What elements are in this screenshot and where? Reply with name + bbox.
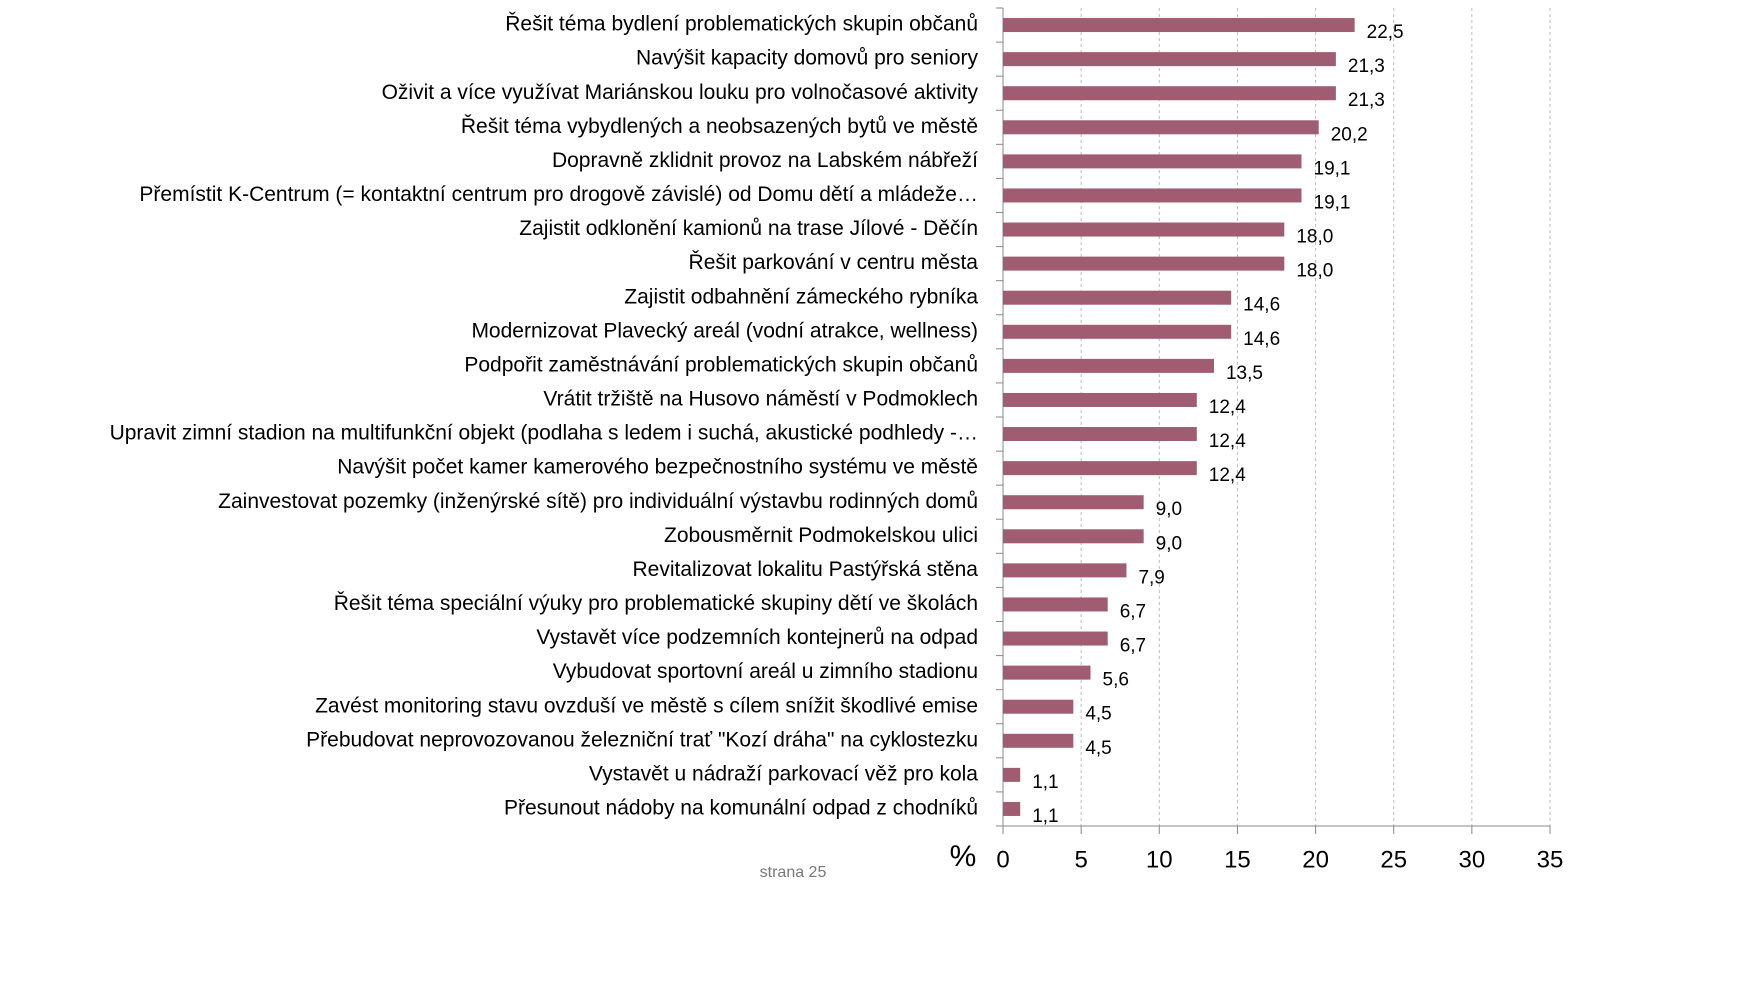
bar <box>1003 495 1144 510</box>
bar <box>1003 324 1232 339</box>
category-label: Zainvestovat pozemky (inženýrské sítě) p… <box>218 490 978 513</box>
x-tick-label: 5 <box>1074 846 1087 873</box>
category-label: Zavést monitoring stavu ovzduší ve městě… <box>315 694 978 717</box>
bar <box>1003 665 1091 680</box>
bar <box>1003 767 1021 782</box>
data-label: 22,5 <box>1367 22 1404 43</box>
category-label: Řešit téma vybydlených a neobsazených by… <box>461 115 978 138</box>
data-label: 4,5 <box>1085 704 1111 725</box>
bar <box>1003 18 1355 33</box>
bar <box>1003 563 1127 578</box>
bar <box>1003 461 1197 476</box>
bar <box>1003 52 1336 67</box>
data-label: 18,0 <box>1296 261 1333 282</box>
category-label: Modernizovat Plavecký areál (vodní atrak… <box>471 319 978 342</box>
data-label: 19,1 <box>1314 192 1351 213</box>
data-label: 14,6 <box>1243 329 1280 350</box>
data-label: 1,1 <box>1032 772 1058 793</box>
data-label: 20,2 <box>1331 124 1368 145</box>
category-label: Vystavět u nádraží parkovací věž pro kol… <box>589 762 978 785</box>
bar <box>1003 392 1197 407</box>
x-tick-label: 0 <box>996 846 1009 873</box>
data-label: 21,3 <box>1348 90 1385 111</box>
category-label: Revitalizovat lokalitu Pastýřská stěna <box>633 558 979 581</box>
category-label: Oživit a více využívat Mariánskou louku … <box>382 81 979 104</box>
category-label: Navýšit kapacity domovů pro seniory <box>636 47 978 70</box>
bar <box>1003 154 1302 169</box>
category-label: Vystavět více podzemních kontejnerů na o… <box>536 626 978 649</box>
bar <box>1003 188 1302 203</box>
bar <box>1003 529 1144 544</box>
x-tick-label: 10 <box>1146 846 1173 873</box>
category-label: Upravit zimní stadion na multifunkční ob… <box>110 422 978 445</box>
data-label: 5,6 <box>1103 670 1129 691</box>
data-label: 6,7 <box>1120 636 1146 657</box>
bar <box>1003 733 1074 748</box>
data-label: 19,1 <box>1314 158 1351 179</box>
category-label: Řešit téma bydlení problematických skupi… <box>505 13 978 36</box>
data-label: 6,7 <box>1120 601 1146 622</box>
bar <box>1003 358 1214 373</box>
bar <box>1003 631 1108 646</box>
category-label: Řešit téma speciální výuky pro problemat… <box>334 592 978 615</box>
category-label: Vrátit tržiště na Husovo náměstí v Podmo… <box>543 388 978 411</box>
data-label: 7,9 <box>1138 567 1164 588</box>
data-label: 1,1 <box>1032 806 1058 827</box>
category-label: Přemístit K-Centrum (= kontaktní centrum… <box>139 183 978 206</box>
bar <box>1003 256 1285 271</box>
category-label: Zobousměrnit Podmokelskou ulici <box>664 524 978 547</box>
data-label: 21,3 <box>1348 56 1385 77</box>
bar <box>1003 290 1232 305</box>
data-label: 18,0 <box>1296 227 1333 248</box>
bar <box>1003 86 1336 101</box>
category-label: Přesunout nádoby na komunální odpad z ch… <box>504 797 978 820</box>
data-label: 12,4 <box>1209 397 1246 418</box>
bar <box>1003 801 1021 816</box>
category-label: Navýšit počet kamer kamerového bezpečnos… <box>337 456 978 479</box>
bar <box>1003 699 1074 714</box>
category-label: Vybudovat sportovní areál u zimního stad… <box>553 660 978 683</box>
category-label: Dopravně zklidnit provoz na Labském nábř… <box>552 149 978 172</box>
data-label: 13,5 <box>1226 363 1263 384</box>
x-tick-label: 25 <box>1380 846 1407 873</box>
category-label: Zajistit odbahnění zámeckého rybníka <box>624 285 978 308</box>
data-label: 4,5 <box>1085 738 1111 759</box>
x-tick-label: 30 <box>1459 846 1486 873</box>
data-label: 9,0 <box>1156 499 1182 520</box>
bar <box>1003 427 1197 442</box>
x-axis-label: % <box>950 840 977 873</box>
category-label: Podpořit zaměstnávání problematických sk… <box>464 353 978 376</box>
bar <box>1003 222 1285 237</box>
category-label: Řešit parkování v centru města <box>689 251 979 274</box>
bar <box>1003 597 1108 612</box>
category-label: Přebudovat neprovozovanou železniční tra… <box>306 728 978 751</box>
bar <box>1003 120 1319 135</box>
x-tick-label: 35 <box>1537 846 1564 873</box>
x-tick-label: 15 <box>1224 846 1251 873</box>
page-footer: strana 25 <box>760 864 827 881</box>
data-label: 14,6 <box>1243 295 1280 316</box>
data-label: 12,4 <box>1209 431 1246 452</box>
data-label: 9,0 <box>1156 533 1182 554</box>
category-label: Zajistit odklonění kamionů na trase Jílo… <box>519 217 978 240</box>
x-tick-label: 20 <box>1302 846 1329 873</box>
data-label: 12,4 <box>1209 465 1246 486</box>
